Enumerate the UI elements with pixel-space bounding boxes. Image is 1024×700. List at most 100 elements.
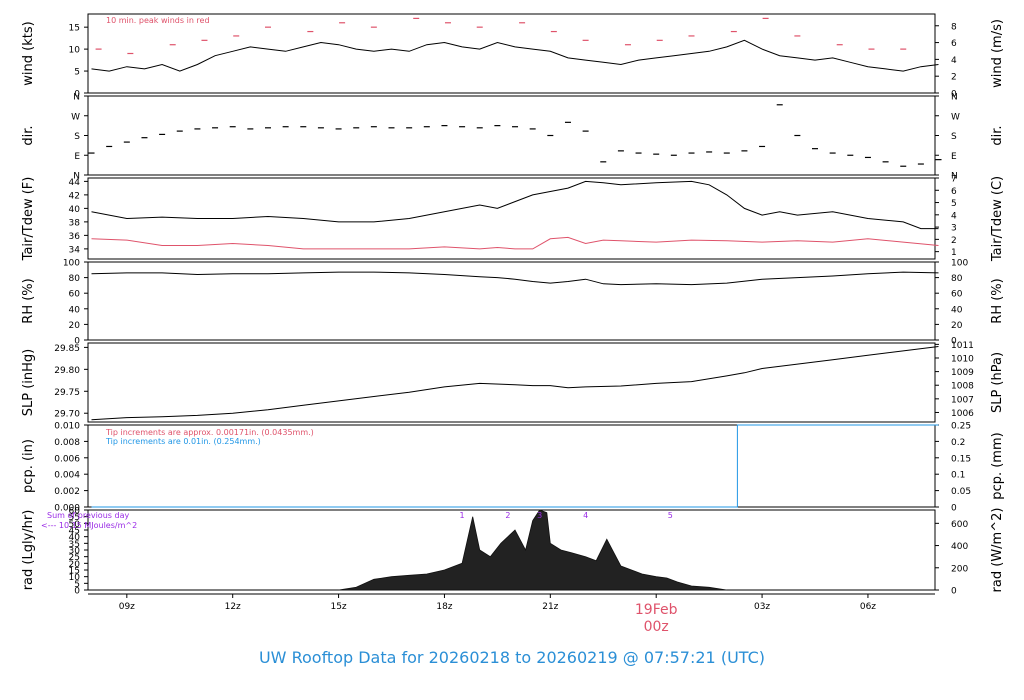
panel-frame xyxy=(87,95,936,176)
left-tick-label: 38 xyxy=(69,218,81,228)
right-tick-label: 1010 xyxy=(951,354,974,364)
rad-annotation-1: Sum of previous day xyxy=(47,511,129,520)
left-tick-label: 40 xyxy=(69,205,81,215)
panel-frame xyxy=(87,13,936,94)
y-axis-label-left: dir. xyxy=(21,125,36,145)
rad-peak-label: 5 xyxy=(668,511,673,520)
right-tick-label: 3 xyxy=(951,224,957,234)
right-tick-label: 40 xyxy=(951,305,963,315)
left-tick-label: 44 xyxy=(69,178,81,188)
rad-peak-label: 3 xyxy=(537,511,542,520)
x-tick-label: 15z xyxy=(330,602,346,612)
left-tick-label: 40 xyxy=(69,305,81,315)
right-tick-label: 200 xyxy=(951,564,968,574)
left-tick-label: 29.85 xyxy=(54,344,80,354)
series-line xyxy=(91,236,939,250)
panel-frame xyxy=(87,177,936,260)
left-tick-label: 0 xyxy=(74,90,80,100)
left-tick-label: 30 xyxy=(69,547,81,557)
left-tick-label: 60 xyxy=(69,507,81,517)
left-tick-label: 34 xyxy=(69,245,81,255)
right-tick-label: W xyxy=(951,112,960,122)
left-tick-label: 0.002 xyxy=(54,487,80,497)
right-tick-label: 6 xyxy=(951,187,957,197)
right-tick-label: 2 xyxy=(951,236,957,246)
y-axis-label-left: rad (Lgly/hr) xyxy=(21,510,36,591)
left-tick-label: 80 xyxy=(69,274,81,284)
left-tick-label: 29.75 xyxy=(54,388,80,398)
rad-annotation-2: <--- 10.15 MJoules/m^2 xyxy=(41,521,137,530)
right-tick-label: 1 xyxy=(951,248,957,258)
panel-pcp: 0.000 0.002 0.004 0.006 0.008 0.010 0 0.05 0.1 0.… xyxy=(21,422,1005,514)
radiation-area xyxy=(338,509,727,591)
y-axis-label-left: wind (kts) xyxy=(21,21,36,85)
y-axis-label-right: rad (W/m^2) xyxy=(990,508,1005,593)
rad-peak-label: 1 xyxy=(460,511,465,520)
panel-frame xyxy=(87,342,936,423)
left-tick-label: 40 xyxy=(69,533,81,543)
panel-annotation: 10 min. peak winds in red xyxy=(106,16,210,25)
x-tick-label: 03z xyxy=(754,602,770,612)
pcp-annotation-1: Tip increments are approx. 0.00171in. (0… xyxy=(105,428,314,437)
right-tick-label: 6 xyxy=(951,39,957,49)
right-tick-label: E xyxy=(951,152,957,162)
right-tick-label: 0.2 xyxy=(951,438,965,448)
right-tick-label: 0.25 xyxy=(951,422,971,432)
left-tick-label: 45 xyxy=(69,527,80,537)
y-axis-label-right: pcp. (mm) xyxy=(990,432,1005,499)
right-tick-label: 2 xyxy=(951,73,957,83)
left-tick-label: 50 xyxy=(69,520,81,530)
series-line xyxy=(91,271,939,286)
right-tick-label: 100 xyxy=(951,259,968,269)
left-tick-label: 0.006 xyxy=(54,454,80,464)
left-tick-label: 5 xyxy=(74,68,80,78)
x-tick-label: 18z xyxy=(436,602,452,612)
right-tick-label: S xyxy=(951,132,957,142)
left-tick-label: 100 xyxy=(63,259,80,269)
left-tick-label: 25 xyxy=(69,553,80,563)
right-tick-label: 20 xyxy=(951,321,963,331)
y-axis-label-left: RH (%) xyxy=(21,278,36,323)
rad-peak-label: 2 xyxy=(505,511,510,520)
left-tick-label: N xyxy=(73,93,80,103)
right-tick-label: 1008 xyxy=(951,382,974,392)
left-tick-label: 55 xyxy=(69,513,80,523)
date-hour-label: 00z xyxy=(644,619,669,635)
left-tick-label: 20 xyxy=(69,321,81,331)
pcp-annotation-2: Tip increments are 0.01in. (0.254mm.) xyxy=(105,437,261,446)
y-axis-label-left: SLP (inHg) xyxy=(21,349,36,417)
right-tick-label: 80 xyxy=(951,274,963,284)
panel-wind: 0 5 10 15 0 2 4 6 8 wind (kts) wind (m/s) 10 min. p… xyxy=(21,13,1005,100)
right-tick-label: 0.05 xyxy=(951,487,971,497)
left-tick-label: 29.70 xyxy=(54,410,80,420)
x-tick-label: 06z xyxy=(860,602,876,612)
left-tick-label: 5 xyxy=(74,580,80,590)
left-tick-label: 42 xyxy=(69,191,80,201)
right-tick-label: 1007 xyxy=(951,395,974,405)
x-tick-label: 09z xyxy=(119,602,135,612)
right-tick-label: 4 xyxy=(951,56,957,66)
y-axis-label-right: Tair/Tdew (C) xyxy=(990,176,1005,262)
right-tick-label: 4 xyxy=(951,211,957,221)
left-tick-label: 0 xyxy=(74,337,80,347)
left-tick-label: 35 xyxy=(69,540,80,550)
panel-slp: 29.70 29.75 29.80 29.85 1006 1007 1008 1009 1010… xyxy=(21,341,1005,423)
left-tick-label: W xyxy=(71,112,80,122)
right-tick-label: 5 xyxy=(951,199,957,209)
x-tick-label: 21z xyxy=(542,602,558,612)
right-tick-label: N xyxy=(951,172,958,182)
left-tick-label: 15 xyxy=(69,567,80,577)
left-tick-label: 36 xyxy=(69,232,81,242)
series-line xyxy=(91,180,939,230)
right-tick-label: 0 xyxy=(951,337,957,347)
y-axis-label-left: Tair/Tdew (F) xyxy=(21,177,36,262)
panel-frame xyxy=(87,261,936,341)
right-tick-label: 600 xyxy=(951,520,968,530)
right-tick-label: 0.15 xyxy=(951,454,971,464)
left-tick-label: 0.004 xyxy=(54,471,80,481)
y-axis-label-right: SLP (hPa) xyxy=(990,352,1005,413)
right-tick-label: 7 xyxy=(951,175,957,185)
